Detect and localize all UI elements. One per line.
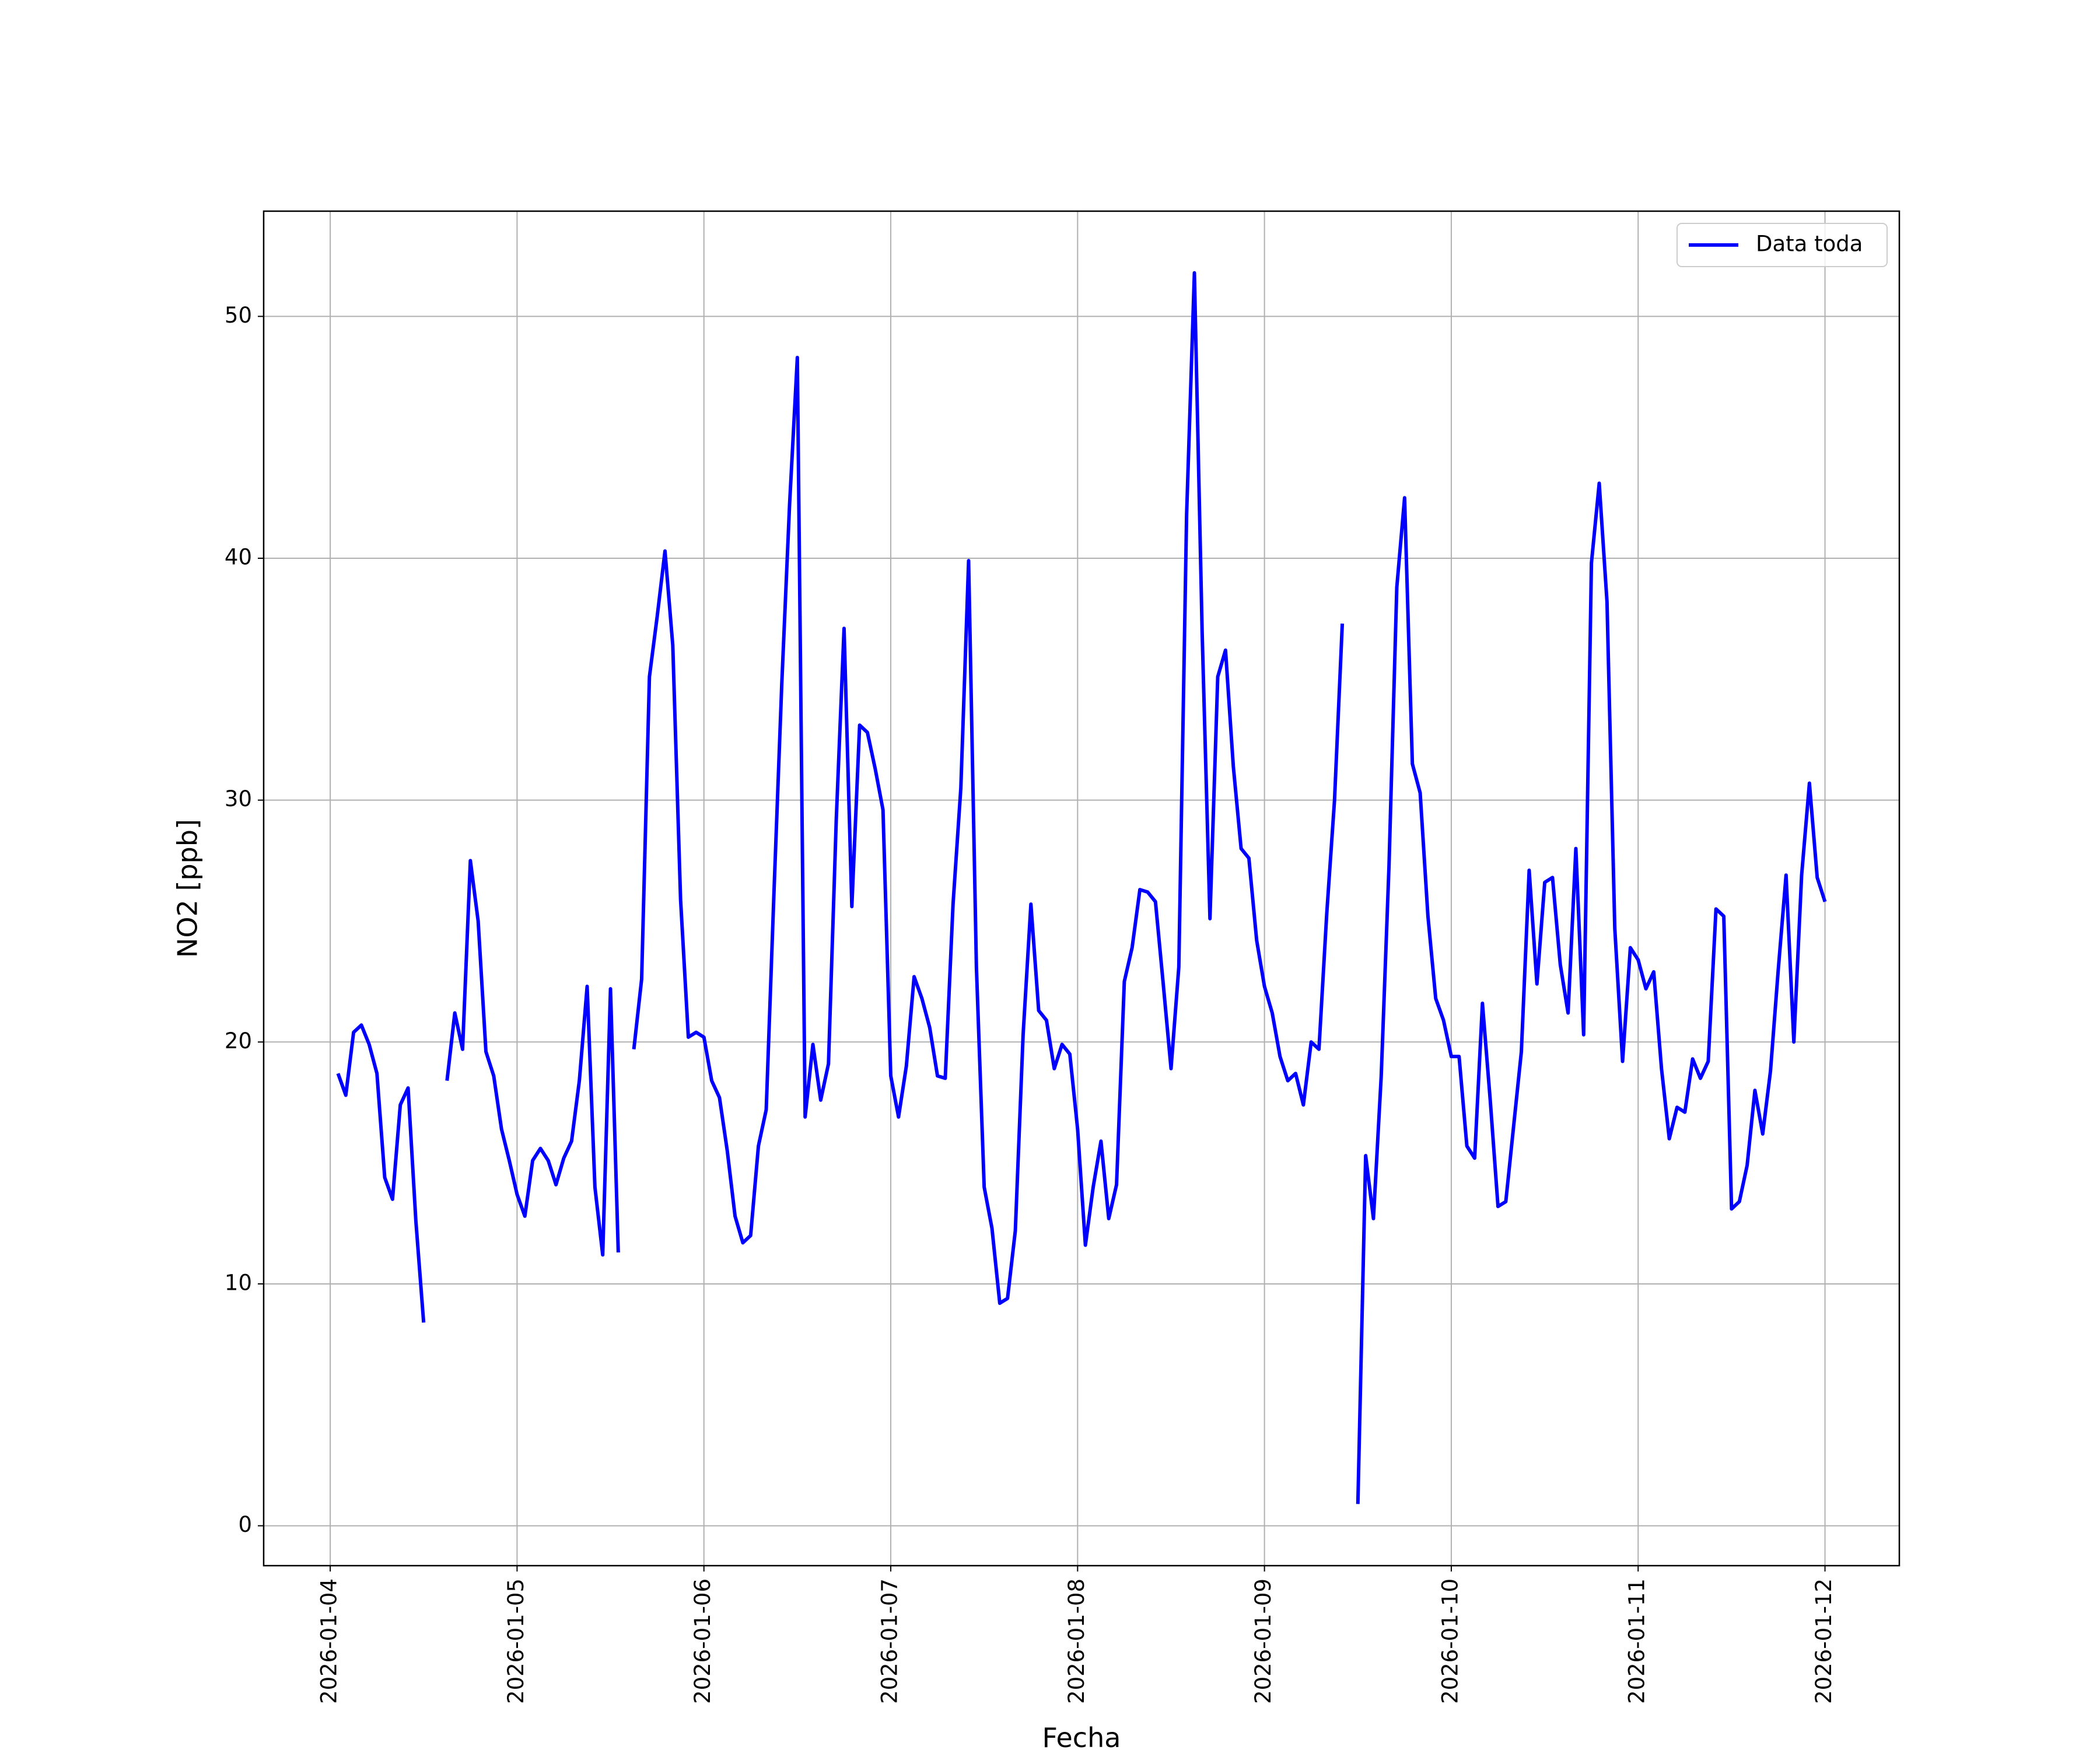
x-tick-label: 2026-01-08 — [1064, 1578, 1089, 1704]
y-tick-label: 30 — [225, 786, 252, 811]
y-tick-label: 10 — [225, 1270, 252, 1295]
plot-area — [264, 211, 1899, 1566]
x-tick-label: 2026-01-10 — [1437, 1578, 1462, 1704]
legend-label: Data toda — [1756, 232, 1863, 257]
y-tick-label: 40 — [225, 545, 252, 570]
x-tick-label: 2026-01-11 — [1625, 1578, 1650, 1704]
x-tick-label: 2026-01-06 — [690, 1578, 715, 1704]
y-tick-label: 20 — [225, 1028, 252, 1054]
x-tick-label: 2026-01-09 — [1251, 1578, 1276, 1704]
x-axis-label: Fecha — [1042, 1722, 1121, 1750]
x-tick-label: 2026-01-04 — [317, 1578, 342, 1704]
y-tick-label: 0 — [238, 1512, 252, 1537]
legend: Data toda — [1676, 223, 1888, 267]
x-tick-label: 2026-01-12 — [1811, 1578, 1836, 1704]
y-axis-label: NO2 [ppb] — [172, 819, 204, 958]
y-tick-label: 50 — [225, 303, 252, 328]
x-tick-label: 2026-01-07 — [877, 1578, 902, 1704]
data-line — [336, 271, 1827, 1504]
x-tick-label: 2026-01-05 — [503, 1578, 528, 1704]
axes-frame — [262, 210, 1901, 1567]
legend-box — [1676, 223, 1888, 267]
